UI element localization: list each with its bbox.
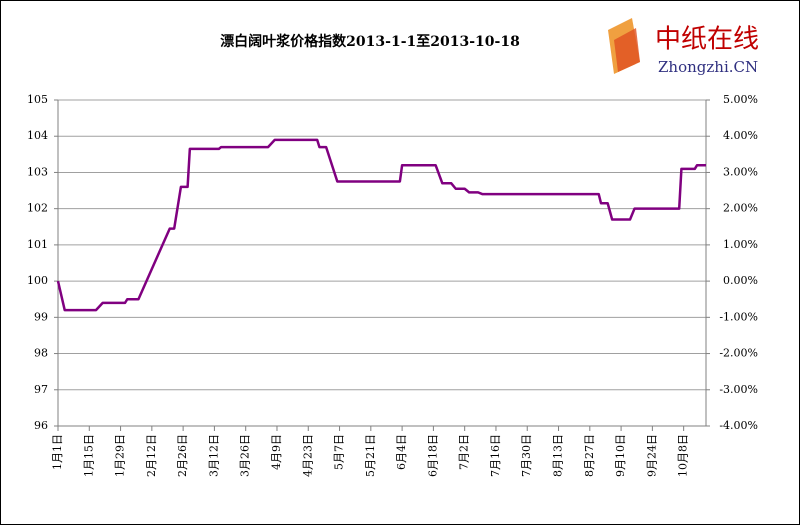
y2-tick-label: -1.00%: [719, 310, 758, 323]
x-tick-label: 7月16日: [489, 434, 502, 477]
x-tick-label: 1月15日: [82, 434, 95, 477]
data-line: [56, 138, 706, 312]
x-tick-label: 6月18日: [426, 434, 439, 477]
x-tick-label: 1月29日: [114, 434, 127, 477]
chart-title: 漂白阔叶浆价格指数2013-1-1至2013-10-18: [220, 33, 520, 50]
x-tick-label: 7月2日: [458, 434, 471, 470]
y-tick-label: 102: [27, 202, 48, 215]
y2-tick-label: -3.00%: [719, 383, 758, 396]
y2-tick-label: 2.00%: [723, 202, 758, 215]
x-tick-label: 8月13日: [552, 434, 565, 477]
y2-tick-label: 1.00%: [723, 238, 758, 251]
logo: 中纸在线 Zhongzhi.CN: [608, 18, 759, 76]
y-tick-label: 99: [34, 310, 48, 323]
x-tick-label: 7月30日: [520, 434, 533, 477]
x-tick-label: 4月9日: [270, 434, 283, 470]
x-tick-label: 10月8日: [677, 434, 690, 477]
y2-tick-label: 4.00%: [723, 129, 758, 142]
x-tick-label: 1月1日: [51, 434, 64, 470]
x-tick-label: 6月4日: [395, 434, 408, 470]
y-tick-label: 100: [27, 274, 48, 287]
x-tick-label: 5月7日: [333, 434, 346, 470]
y2-tick-label: 5.00%: [723, 93, 758, 106]
x-tick-label: 3月12日: [207, 434, 220, 477]
y2-tick-label: -4.00%: [719, 419, 758, 432]
y-tick-label: 98: [34, 347, 48, 360]
x-tick-label: 2月26日: [176, 434, 189, 477]
x-tick-label: 9月24日: [645, 434, 658, 477]
x-tick-label: 8月27日: [583, 434, 596, 477]
x-tick-label: 9月10日: [614, 434, 627, 477]
x-tick-label: 4月23日: [301, 434, 314, 477]
logo-url: Zhongzhi.CN: [658, 58, 758, 76]
y-tick-label: 103: [27, 165, 48, 178]
logo-name: 中纸在线: [655, 25, 759, 55]
y2-tick-label: 3.00%: [723, 165, 758, 178]
y-tick-label: 97: [34, 383, 48, 396]
x-tick-label: 5月21日: [364, 434, 377, 477]
y2-tick-label: -2.00%: [719, 347, 758, 360]
y-tick-label: 96: [34, 419, 48, 432]
y2-tick-label: 0.00%: [723, 274, 758, 287]
logo-icon-shade: [614, 28, 640, 72]
x-tick-label: 3月26日: [239, 434, 252, 477]
y-tick-label: 104: [27, 129, 48, 142]
y-tick-label: 105: [27, 93, 48, 106]
y-tick-label: 101: [27, 238, 48, 251]
x-tick-label: 2月12日: [145, 434, 158, 477]
